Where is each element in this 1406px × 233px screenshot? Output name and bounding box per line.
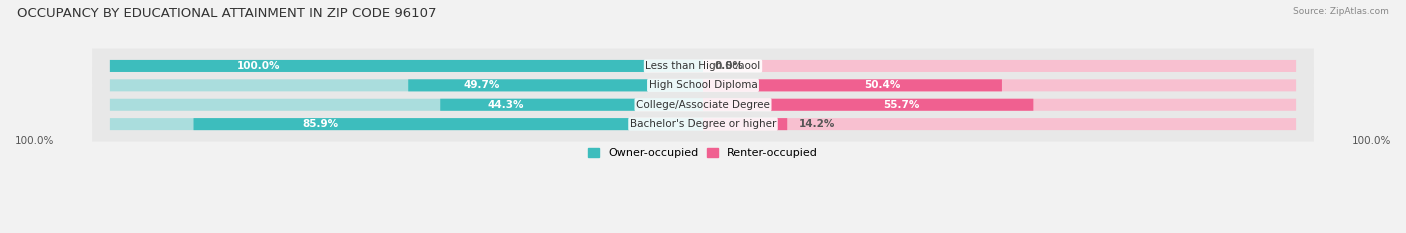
FancyBboxPatch shape [93, 107, 1313, 142]
Text: 14.2%: 14.2% [799, 119, 835, 129]
FancyBboxPatch shape [110, 60, 703, 72]
FancyBboxPatch shape [110, 79, 703, 91]
FancyBboxPatch shape [194, 118, 703, 130]
Text: Bachelor's Degree or higher: Bachelor's Degree or higher [630, 119, 776, 129]
FancyBboxPatch shape [703, 118, 787, 130]
FancyBboxPatch shape [93, 87, 1313, 122]
Text: 85.9%: 85.9% [302, 119, 339, 129]
Text: College/Associate Degree: College/Associate Degree [636, 100, 770, 110]
FancyBboxPatch shape [703, 118, 1296, 130]
FancyBboxPatch shape [110, 99, 703, 111]
FancyBboxPatch shape [408, 79, 703, 91]
Text: High School Diploma: High School Diploma [648, 80, 758, 90]
Text: 49.7%: 49.7% [464, 80, 501, 90]
Text: OCCUPANCY BY EDUCATIONAL ATTAINMENT IN ZIP CODE 96107: OCCUPANCY BY EDUCATIONAL ATTAINMENT IN Z… [17, 7, 436, 20]
Text: 50.4%: 50.4% [865, 80, 900, 90]
FancyBboxPatch shape [440, 99, 703, 111]
Text: 100.0%: 100.0% [1351, 136, 1391, 146]
Text: 0.0%: 0.0% [714, 61, 744, 71]
Text: 55.7%: 55.7% [883, 100, 920, 110]
FancyBboxPatch shape [703, 99, 1296, 111]
Text: 100.0%: 100.0% [236, 61, 280, 71]
Text: 44.3%: 44.3% [488, 100, 524, 110]
FancyBboxPatch shape [703, 79, 1296, 91]
Text: Less than High School: Less than High School [645, 61, 761, 71]
FancyBboxPatch shape [93, 68, 1313, 103]
Text: Source: ZipAtlas.com: Source: ZipAtlas.com [1294, 7, 1389, 16]
FancyBboxPatch shape [703, 99, 1033, 111]
Text: 100.0%: 100.0% [15, 136, 55, 146]
FancyBboxPatch shape [93, 48, 1313, 83]
FancyBboxPatch shape [110, 60, 703, 72]
FancyBboxPatch shape [703, 79, 1002, 91]
FancyBboxPatch shape [703, 60, 1296, 72]
Legend: Owner-occupied, Renter-occupied: Owner-occupied, Renter-occupied [583, 144, 823, 163]
FancyBboxPatch shape [110, 118, 703, 130]
